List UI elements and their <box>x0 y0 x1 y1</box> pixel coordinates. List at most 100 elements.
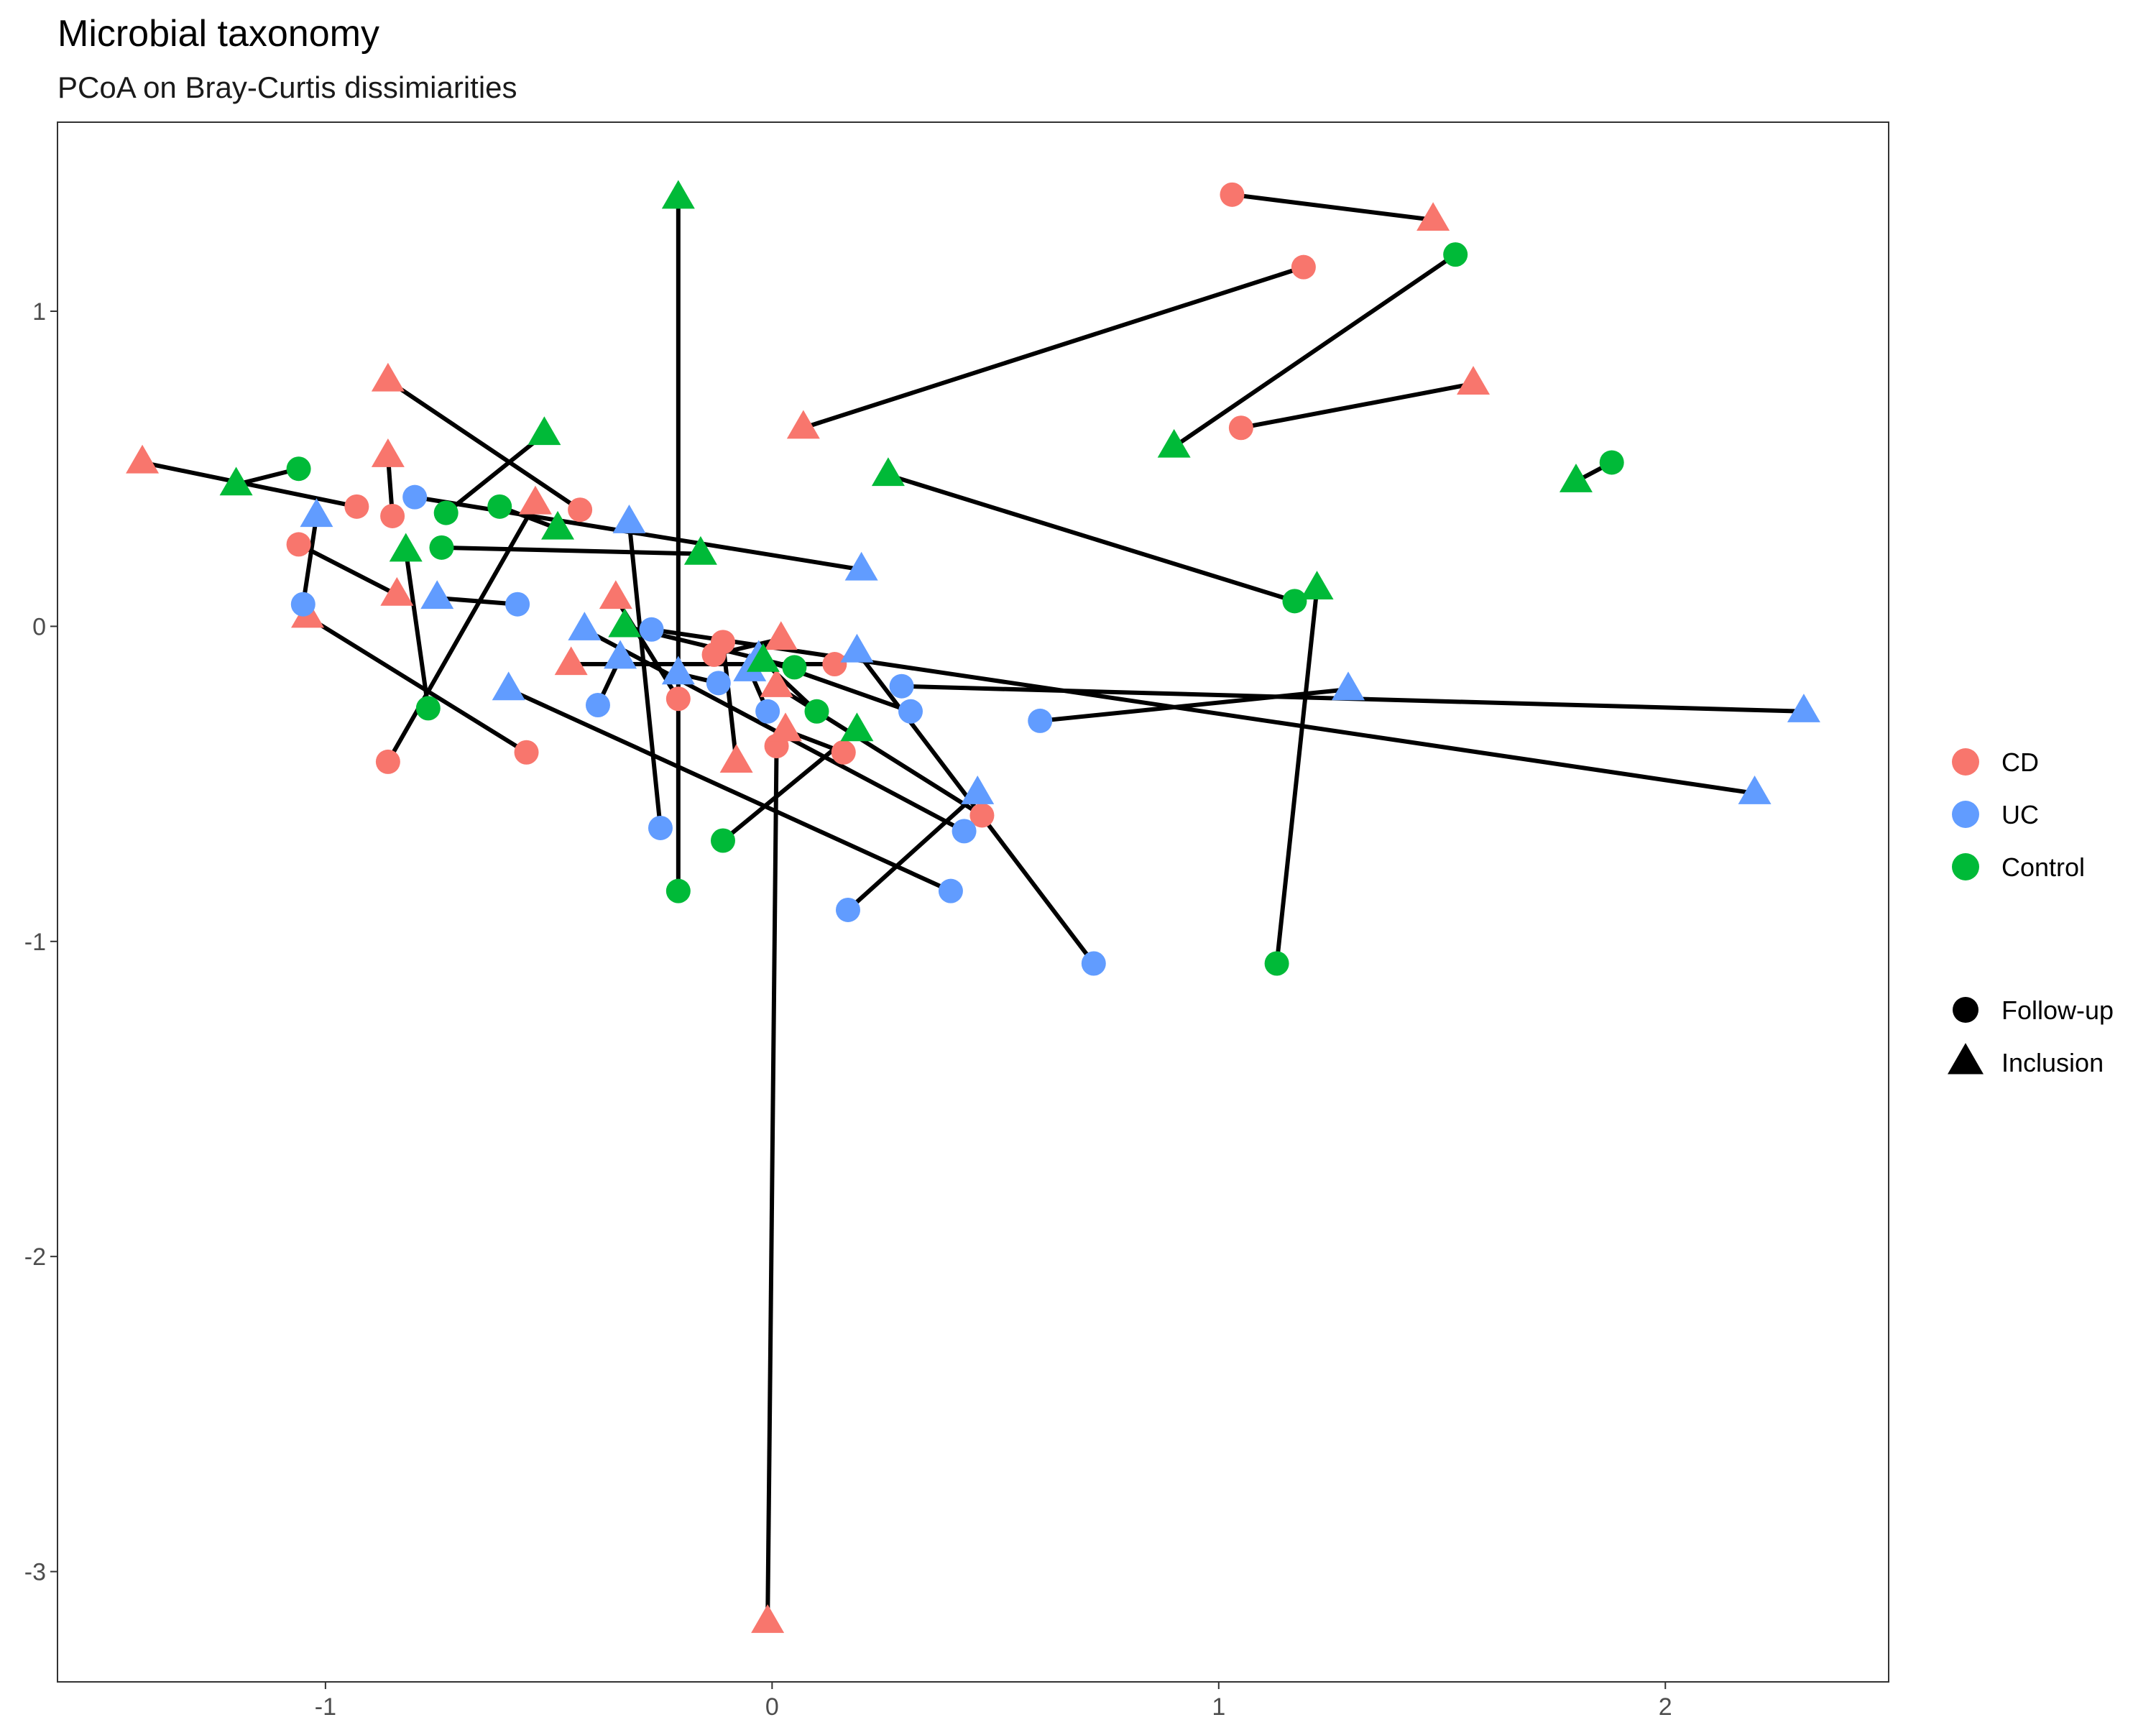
inclusion-point <box>1300 571 1334 599</box>
legend-shape-triangle <box>1948 1043 1984 1075</box>
pair-segment <box>507 687 952 893</box>
follow-up-point <box>290 592 315 617</box>
follow-up-point <box>822 652 847 677</box>
pair-segment <box>444 432 546 515</box>
follow-up-point <box>701 642 727 667</box>
inclusion-point <box>1738 776 1772 804</box>
y-tick-label: 0 <box>32 613 46 640</box>
legend-label-control: Control <box>2001 852 2085 882</box>
inclusion-point <box>661 180 695 209</box>
inclusion-point <box>300 498 333 528</box>
x-tick-label: 1 <box>1212 1693 1225 1721</box>
pair-segment <box>1240 381 1474 431</box>
x-axis: -1 0 1 2 <box>315 1682 1672 1721</box>
inclusion-point <box>840 633 874 663</box>
legend-label-cd: CD <box>2001 748 2039 777</box>
x-tick-label: -1 <box>315 1693 336 1721</box>
follow-up-point <box>487 494 512 519</box>
y-tick-label: 1 <box>32 298 46 326</box>
inclusion-point <box>604 640 637 669</box>
inclusion-point <box>1416 202 1450 231</box>
inclusion-point <box>599 580 632 610</box>
pair-segment <box>437 595 518 607</box>
follow-up-point <box>585 693 610 718</box>
follow-up-point <box>402 484 428 510</box>
legend-swatch-cd <box>1952 748 1979 776</box>
follow-up-point <box>1028 708 1053 733</box>
follow-up-point <box>505 592 530 617</box>
inclusion-point <box>568 612 602 640</box>
pair-segment <box>386 502 538 763</box>
pair-segment <box>1274 588 1319 964</box>
follow-up-point <box>755 699 780 724</box>
inclusion-point <box>219 466 253 496</box>
legend-swatch-uc <box>1952 801 1979 828</box>
follow-up-point <box>706 671 731 696</box>
pair-segment <box>300 515 319 605</box>
follow-up-point <box>433 500 459 525</box>
data-points <box>126 180 1820 1633</box>
y-tick-label: -3 <box>24 1559 46 1586</box>
legend-swatch-control <box>1952 853 1979 880</box>
pair-segment <box>583 627 965 834</box>
follow-up-point <box>1599 450 1624 475</box>
follow-up-point <box>1443 242 1468 267</box>
pair-segment <box>1172 252 1457 449</box>
pair-segment <box>142 460 357 509</box>
inclusion-point <box>746 643 780 672</box>
follow-up-point <box>344 494 369 519</box>
pair-segment <box>627 522 663 829</box>
inclusion-point <box>492 671 525 701</box>
inclusion-point <box>840 712 874 742</box>
inclusion-point <box>760 668 793 697</box>
y-tick-label: -2 <box>24 1243 46 1271</box>
follow-up-point <box>639 617 664 642</box>
inclusion-point <box>608 608 642 638</box>
follow-up-point <box>831 740 856 765</box>
follow-up-point <box>1220 182 1245 207</box>
pair-segment <box>1232 192 1434 222</box>
inclusion-point <box>786 410 820 439</box>
inclusion-point <box>518 485 552 515</box>
follow-up-point <box>804 699 829 724</box>
follow-up-point <box>710 828 735 853</box>
inclusion-point <box>528 416 561 446</box>
inclusion-point <box>420 580 454 610</box>
follow-up-point <box>286 456 311 482</box>
inclusion-point <box>764 621 798 650</box>
inclusion-point <box>961 776 995 804</box>
follow-up-point <box>889 673 914 699</box>
follow-up-point <box>969 803 995 828</box>
pair-segment <box>441 545 701 556</box>
chart-subtitle: PCoA on Bray-Curtis dissimiarities <box>57 70 517 104</box>
inclusion-point <box>1787 694 1820 722</box>
follow-up-point <box>429 535 454 560</box>
inclusion-point <box>871 457 905 487</box>
pair-segment <box>888 473 1296 604</box>
follow-up-point <box>782 655 807 680</box>
legend-label-follow-up: Follow-up <box>2001 995 2114 1025</box>
follow-up-point <box>514 740 539 765</box>
inclusion-point <box>371 438 405 467</box>
inclusion-point <box>844 551 878 581</box>
legend-label-inclusion: Inclusion <box>2001 1048 2104 1077</box>
inclusion-point <box>1457 366 1491 395</box>
inclusion-point <box>661 656 695 685</box>
pair-segment <box>387 378 581 512</box>
inclusion-point <box>751 1604 785 1633</box>
inclusion-point <box>612 505 646 533</box>
pair-segment <box>1039 687 1349 723</box>
x-tick-label: 0 <box>765 1693 779 1721</box>
legend-shape-circle <box>1953 997 1978 1023</box>
pair-segment <box>306 615 528 755</box>
follow-up-point <box>1264 951 1289 976</box>
inclusion-point <box>126 444 160 474</box>
chart-title: Microbial taxonomy <box>57 13 379 55</box>
follow-up-point <box>1282 589 1307 614</box>
inclusion-point <box>768 712 802 742</box>
pair-segment <box>765 745 779 1622</box>
follow-up-point <box>568 497 593 523</box>
inclusion-point <box>1157 428 1191 458</box>
follow-up-point <box>380 503 405 528</box>
